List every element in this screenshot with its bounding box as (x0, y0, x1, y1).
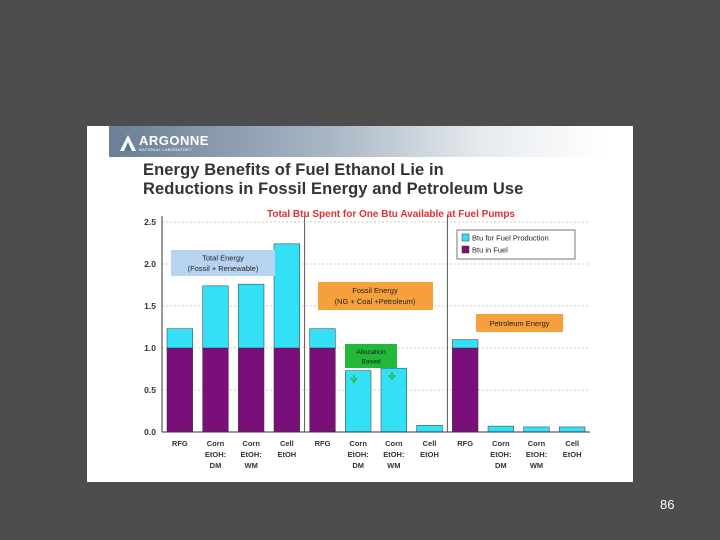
x-tick-label: EtOH (277, 450, 296, 459)
annotation-fossil-energy-line-2: (NG + Coal +Petroleum) (335, 297, 416, 306)
x-tick-label: DM (352, 461, 364, 470)
axis-layer: 0.0 0.5 1.0 1.5 2.0 2.5 RFG Corn EtOH: DM Corn EtOH… (144, 216, 590, 470)
header-band (109, 126, 605, 157)
x-tick-label: Corn (385, 439, 403, 448)
bar-btu-in-fuel (202, 347, 229, 433)
y-tick-label: 2.5 (144, 217, 156, 227)
allocation-arrow-right-icon (388, 372, 396, 381)
x-tick-label: Corn (528, 439, 546, 448)
legend-label-fuel: Btu in Fuel (472, 246, 508, 255)
annotation-total-energy: Total Energy (Fossil + Renewable) (171, 250, 275, 276)
bar-btu-for-fuel-production (309, 328, 336, 349)
slide-image: ARGONNE NATIONAL LABORATORY Energy Benef… (87, 126, 633, 482)
bar-btu-for-fuel-production (416, 425, 443, 433)
bar-btu-in-fuel (309, 347, 336, 433)
y-tick-label: 1.0 (144, 343, 156, 353)
x-tick-label: RFG (457, 439, 473, 448)
chart-legend: Btu for Fuel Production Btu in Fuel (456, 229, 576, 260)
x-tick-label: RFG (172, 439, 188, 448)
bar-btu-for-fuel-production (238, 283, 265, 349)
logo-subtitle: NATIONAL LABORATORY (139, 147, 193, 152)
annotation-allocation-line-1: Allocation (356, 349, 386, 356)
bar-btu-in-fuel (166, 347, 193, 433)
x-tick-label: Cell (280, 439, 294, 448)
bar-btu-in-fuel (273, 347, 300, 433)
bar-btu-in-fuel (452, 347, 479, 433)
bar-layer (166, 243, 586, 433)
y-tick-label: 1.5 (144, 301, 156, 311)
chart: 0.0 0.5 1.0 1.5 2.0 2.5 RFG Corn EtOH: DM Corn EtOH… (144, 209, 590, 470)
x-tick-label: Corn (242, 439, 260, 448)
bar-btu-for-fuel-production (202, 285, 229, 349)
x-tick-label: EtOH: (383, 450, 404, 459)
argonne-logo-icon (120, 135, 136, 151)
x-tick-label: EtOH: (526, 450, 547, 459)
slide-title-line-2: Reductions in Fossil Energy and Petroleu… (143, 180, 524, 198)
bar-btu-for-fuel-production (273, 243, 300, 349)
x-tick-label: Cell (423, 439, 437, 448)
annotation-petroleum-energy-text: Petroleum Energy (489, 319, 549, 328)
annotation-total-energy-line-2: (Fossil + Renewable) (188, 264, 259, 273)
x-tick-label: DM (495, 461, 507, 470)
annotation-allocation-based: Allocation Based (345, 344, 397, 384)
y-tick-label: 0.0 (144, 427, 156, 437)
logo-name: ARGONNE (139, 133, 209, 148)
allocation-arrow-left-icon (350, 375, 358, 384)
annotation-petroleum-energy: Petroleum Energy (476, 314, 563, 332)
annotation-total-energy-line-1: Total Energy (202, 254, 244, 263)
annotation-allocation-line-2: Based (361, 359, 380, 366)
x-tick-label: Corn (207, 439, 225, 448)
argonne-logo: ARGONNE NATIONAL LABORATORY (119, 133, 209, 153)
x-tick-label: EtOH: (241, 450, 262, 459)
x-tick-label: EtOH: (205, 450, 226, 459)
bar-btu-in-fuel (238, 347, 265, 433)
bar-btu-for-fuel-production (166, 328, 193, 349)
x-tick-label: EtOH (420, 450, 439, 459)
x-tick-label: RFG (315, 439, 331, 448)
bar-btu-for-fuel-production (380, 367, 407, 433)
x-tick-label: EtOH (563, 450, 582, 459)
y-tick-label: 0.5 (144, 385, 156, 395)
legend-label-fuel-production: Btu for Fuel Production (472, 234, 549, 243)
bar-btu-for-fuel-production (559, 426, 586, 433)
chart-title: Total Btu Spent for One Btu Available at… (267, 209, 515, 220)
bar-btu-for-fuel-production (345, 370, 372, 433)
x-tick-label: EtOH: (490, 450, 511, 459)
x-tick-label: WM (530, 461, 543, 470)
bar-btu-for-fuel-production (487, 425, 514, 433)
x-tick-label: WM (387, 461, 400, 470)
x-tick-label: Corn (349, 439, 367, 448)
x-tick-label: EtOH: (348, 450, 369, 459)
annotation-fossil-energy: Fossil Energy (NG + Coal +Petroleum) (318, 282, 433, 310)
x-tick-label: Corn (492, 439, 510, 448)
x-tick-label: Cell (565, 439, 579, 448)
legend-swatch-fuel (461, 245, 470, 254)
bar-btu-for-fuel-production (523, 426, 550, 433)
x-tick-label: WM (245, 461, 258, 470)
annotation-fossil-energy-line-1: Fossil Energy (352, 286, 398, 295)
slide-title-line-1: Energy Benefits of Fuel Ethanol Lie in (143, 161, 444, 179)
bar-btu-for-fuel-production (452, 339, 479, 349)
legend-swatch-fuel-production (461, 233, 470, 242)
page-number: 86 (660, 497, 675, 512)
x-tick-label: DM (210, 461, 222, 470)
y-tick-label: 2.0 (144, 259, 156, 269)
